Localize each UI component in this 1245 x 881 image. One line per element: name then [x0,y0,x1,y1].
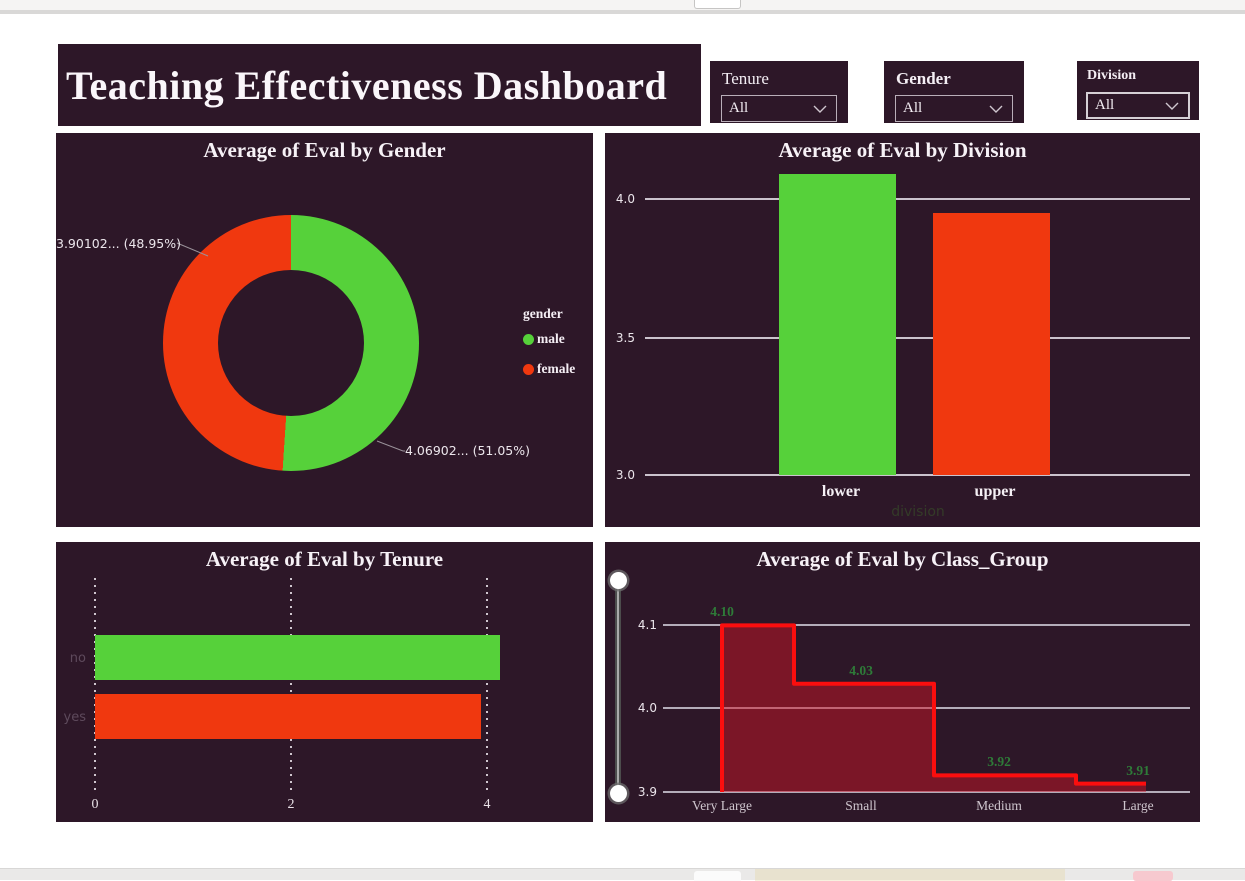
filter-tenure: Tenure All [710,61,848,123]
donut-hole [218,270,364,416]
legend-label-female: female [537,361,576,376]
female-slice-label: 3.90102... (48.95%) [56,236,181,251]
y-tick: 4.0 [615,192,635,206]
chrome-divider [0,10,1245,14]
x-axis-label: division [891,504,945,520]
taskbar [0,868,1245,881]
x-category: Large [1122,798,1154,813]
x-category-lower: lower [821,483,861,500]
x-category: Medium [976,798,1022,813]
gridline [645,337,1190,339]
division-dropdown-value: All [1095,97,1115,113]
range-slider-handle-top[interactable] [609,571,627,589]
chart-eval-by-gender: Average of Eval by Gender 3.90102... (48… [56,133,593,527]
gender-dropdown[interactable]: All [895,95,1013,122]
gender-dropdown-value: All [903,100,923,116]
value-label: 4.10 [710,604,734,620]
division-dropdown[interactable]: All [1086,92,1190,119]
page-title: Teaching Effectiveness Dashboard [66,62,668,108]
male-slice-label: 4.06902... (51.05%) [405,443,530,458]
value-label: 3.91 [1126,762,1150,778]
female-swatch-icon [523,363,534,375]
gridline [663,791,1190,793]
range-slider-handle-bottom[interactable] [609,784,627,802]
browser-chrome-strip [0,0,1245,10]
tenure-filter-label: Tenure [722,69,769,88]
bar-upper[interactable] [933,212,1050,475]
legend-title: gender [523,306,563,321]
division-filter-label: Division [1087,68,1137,83]
x-category: Very Large [691,798,753,813]
chart-eval-by-tenure: Average of Eval by Tenure no yes 0 2 4 [56,542,593,822]
tenure-dropdown-value: All [729,100,749,116]
chart-eval-by-class-group: Average of Eval by Class_Group 4.1 4.0 3… [605,542,1200,822]
gridline [663,707,1190,709]
bar-yes[interactable] [95,694,481,739]
bar-no[interactable] [95,635,500,680]
legend-item-male[interactable]: male [523,331,593,347]
x-tick: 4 [483,797,491,812]
gridline [94,578,96,795]
x-category-upper: upper [974,483,1016,500]
legend-item-female[interactable]: female [523,361,593,377]
chevron-down-icon [1165,102,1179,110]
chart-title: Average of Eval by Tenure [205,547,444,571]
gridline [645,198,1190,200]
y-category-yes: yes [63,710,86,725]
filter-division: Division All [1077,61,1199,120]
bar-lower[interactable] [779,174,896,475]
gridline [663,624,1190,626]
y-tick: 4.1 [637,618,657,632]
filter-gender: Gender All [884,61,1024,123]
chart-title: Average of Eval by Division [778,138,1027,162]
chevron-down-icon [813,105,827,113]
gridline [290,578,292,795]
browser-chrome-button[interactable] [694,0,741,9]
legend-label-male: male [537,331,565,346]
range-slider-track[interactable] [615,580,621,793]
gender-filter-label: Gender [896,69,951,88]
x-tick: 0 [91,797,99,812]
gridline [645,474,1190,476]
dashboard-title-banner: Teaching Effectiveness Dashboard [58,44,701,126]
donut-legend: gender male female [523,306,593,391]
taskbar-item-white[interactable] [694,871,741,881]
x-category: Small [845,798,877,813]
y-tick: 3.5 [615,331,635,345]
chart-eval-by-division: Average of Eval by Division 4.0 3.5 3.0 … [605,133,1200,527]
value-label: 3.92 [987,754,1011,770]
y-tick: 3.9 [637,785,657,799]
value-label: 4.03 [849,662,873,678]
chevron-down-icon [989,105,1003,113]
x-tick: 2 [287,797,295,812]
taskbar-tint [755,869,1065,881]
y-category-no: no [69,651,86,666]
y-tick: 3.0 [615,468,635,482]
y-tick: 4.0 [637,701,657,715]
taskbar-item-pink[interactable] [1133,871,1173,881]
gridline [486,578,488,795]
chart-title: Average of Eval by Gender [203,138,446,162]
tenure-dropdown[interactable]: All [721,95,837,122]
step-area-series[interactable] [605,542,1200,822]
chart-title: Average of Eval by Class_Group [756,547,1049,571]
male-swatch-icon [523,333,534,345]
